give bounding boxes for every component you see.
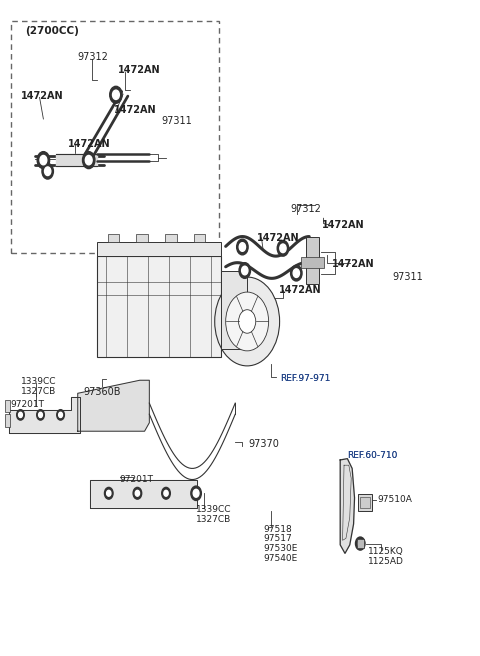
- Text: 1472AN: 1472AN: [114, 106, 156, 115]
- Text: 1472AN: 1472AN: [118, 65, 161, 75]
- Circle shape: [293, 269, 300, 277]
- Circle shape: [226, 292, 269, 351]
- Circle shape: [19, 412, 23, 417]
- Circle shape: [193, 489, 199, 497]
- Text: REF.60-710: REF.60-710: [348, 451, 398, 460]
- Circle shape: [37, 152, 49, 169]
- Circle shape: [107, 490, 111, 496]
- Circle shape: [164, 490, 168, 496]
- Text: 97540E: 97540E: [263, 554, 297, 563]
- Bar: [165, 234, 177, 242]
- Text: 1339CC: 1339CC: [21, 377, 56, 386]
- Circle shape: [36, 409, 44, 420]
- Bar: [11, 21, 218, 253]
- Text: REF.60-710: REF.60-710: [348, 451, 398, 460]
- Circle shape: [112, 90, 120, 100]
- Bar: [359, 494, 372, 511]
- Circle shape: [239, 310, 256, 333]
- Circle shape: [57, 409, 64, 420]
- Circle shape: [239, 262, 251, 278]
- Bar: [360, 497, 370, 508]
- Bar: [97, 256, 221, 358]
- Bar: [5, 400, 10, 411]
- Text: 97360B: 97360B: [84, 387, 121, 397]
- Bar: [5, 414, 10, 427]
- Polygon shape: [90, 480, 197, 508]
- Circle shape: [110, 87, 122, 103]
- Circle shape: [105, 487, 113, 499]
- Circle shape: [135, 490, 140, 496]
- Circle shape: [280, 244, 286, 253]
- Text: 97311: 97311: [161, 116, 192, 126]
- Circle shape: [237, 239, 248, 255]
- Circle shape: [356, 537, 365, 550]
- Text: 97201T: 97201T: [10, 400, 44, 409]
- Text: 97311: 97311: [393, 272, 423, 282]
- Circle shape: [17, 409, 24, 420]
- Circle shape: [358, 541, 363, 547]
- Text: 97510A: 97510A: [377, 495, 412, 504]
- Text: 97518: 97518: [263, 525, 292, 534]
- Polygon shape: [78, 380, 149, 431]
- Text: 1472AN: 1472AN: [68, 139, 111, 149]
- Text: REF.97-971: REF.97-971: [281, 375, 331, 384]
- Text: 1472AN: 1472AN: [332, 259, 374, 269]
- Text: 97312: 97312: [290, 204, 321, 214]
- Bar: [136, 234, 148, 242]
- Circle shape: [215, 277, 280, 366]
- Circle shape: [40, 155, 47, 165]
- Text: 97370: 97370: [249, 440, 279, 449]
- Text: 1327CB: 1327CB: [196, 515, 231, 524]
- Bar: [357, 539, 364, 548]
- Polygon shape: [340, 459, 355, 554]
- Text: 1472AN: 1472AN: [257, 233, 300, 243]
- Bar: [56, 154, 97, 166]
- Circle shape: [162, 487, 170, 499]
- Circle shape: [85, 155, 92, 165]
- Text: 1472AN: 1472AN: [21, 91, 63, 101]
- Circle shape: [42, 163, 53, 179]
- Circle shape: [277, 241, 288, 256]
- Bar: [194, 234, 205, 242]
- Text: 97517: 97517: [263, 535, 292, 543]
- Text: REF.97-971: REF.97-971: [281, 375, 331, 384]
- Bar: [301, 257, 324, 268]
- Circle shape: [133, 487, 142, 499]
- Text: 1472AN: 1472AN: [279, 285, 322, 295]
- Circle shape: [191, 486, 201, 501]
- Text: 1339CC: 1339CC: [196, 505, 231, 514]
- Circle shape: [38, 412, 42, 417]
- Text: (2700CC): (2700CC): [25, 26, 79, 36]
- Circle shape: [290, 265, 302, 281]
- Circle shape: [239, 243, 246, 251]
- Text: 97201T: 97201T: [120, 475, 154, 484]
- Circle shape: [45, 167, 51, 176]
- Bar: [108, 234, 119, 242]
- Circle shape: [83, 152, 95, 169]
- Circle shape: [241, 266, 248, 275]
- Text: 1472AN: 1472AN: [322, 220, 365, 230]
- Circle shape: [59, 412, 62, 417]
- Bar: [97, 242, 221, 256]
- Bar: [221, 270, 247, 349]
- Text: 1125AD: 1125AD: [368, 557, 404, 565]
- Text: 1125KQ: 1125KQ: [368, 547, 404, 556]
- Text: 97530E: 97530E: [263, 544, 297, 553]
- Text: 97312: 97312: [78, 52, 108, 62]
- Bar: [306, 237, 319, 283]
- Text: 1327CB: 1327CB: [21, 387, 56, 396]
- Polygon shape: [9, 397, 80, 432]
